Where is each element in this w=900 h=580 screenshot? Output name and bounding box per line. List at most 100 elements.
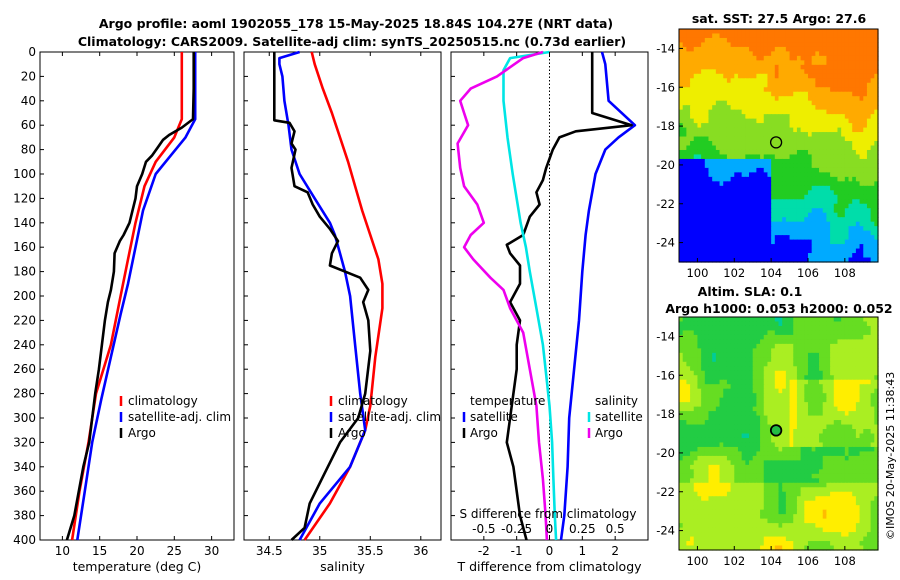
map-cell	[737, 149, 743, 156]
map-cell	[690, 163, 695, 169]
map-cell	[855, 203, 861, 209]
map-cell	[701, 141, 706, 147]
map-cell	[745, 181, 750, 187]
map-cell	[774, 33, 780, 39]
map-cell	[789, 190, 794, 196]
map-cell	[874, 442, 879, 448]
map-cell	[793, 361, 798, 367]
map-cell	[745, 317, 750, 323]
map-cell	[682, 167, 687, 173]
map-cell	[712, 199, 717, 205]
map-cell	[715, 33, 721, 39]
map-cell	[708, 424, 713, 430]
map-cell	[837, 46, 842, 52]
map-cell	[734, 226, 739, 232]
x-tick-label: 20	[129, 544, 144, 558]
map-cell	[789, 105, 794, 111]
map-cell	[778, 343, 783, 349]
map-cell	[715, 248, 721, 254]
map-cell	[763, 239, 769, 245]
map-cell	[704, 100, 710, 106]
map-cell	[752, 429, 757, 435]
map-cell	[855, 442, 861, 448]
map-cell	[815, 348, 820, 354]
map-cell	[778, 114, 783, 120]
map-cell	[760, 226, 765, 232]
map-cell	[789, 343, 794, 349]
map-cell	[800, 244, 805, 250]
map-cell	[682, 437, 687, 444]
map-cell	[726, 96, 732, 102]
y-tick-label: 140	[13, 216, 36, 230]
map-cell	[767, 69, 772, 75]
map-cell	[826, 199, 831, 205]
map-cell	[708, 91, 713, 97]
map-cell	[745, 330, 750, 336]
map-cell	[712, 366, 717, 372]
map-cell	[782, 352, 787, 358]
map-cell	[863, 411, 868, 417]
map-cell	[863, 370, 868, 376]
map-cell	[859, 442, 864, 448]
map-cell	[697, 132, 702, 138]
map-cell	[756, 248, 761, 254]
map-cell	[745, 433, 750, 439]
map-cell	[730, 402, 735, 408]
map-cell	[715, 158, 721, 165]
map-cell	[760, 100, 765, 106]
map-cell	[679, 248, 684, 254]
map-cell	[789, 379, 794, 385]
map-cell	[756, 69, 761, 75]
map-cell	[756, 429, 761, 435]
map-cell	[760, 203, 765, 209]
map-cell	[693, 60, 699, 66]
map-cell	[852, 464, 857, 470]
map-cell	[833, 127, 839, 133]
map-cell	[852, 118, 857, 124]
map-cell	[782, 127, 787, 133]
map-cell	[719, 69, 724, 75]
map-cell	[701, 208, 706, 214]
map-cell	[734, 145, 739, 151]
map-cell	[682, 60, 687, 66]
map-cell	[807, 163, 813, 169]
map-cell	[771, 154, 776, 160]
map-cell	[693, 199, 699, 205]
map-cell	[767, 87, 772, 93]
map-cell	[693, 132, 699, 138]
map-cell	[730, 334, 735, 340]
map-cell	[763, 194, 769, 200]
map-cell	[715, 343, 721, 349]
map-cell	[778, 55, 783, 61]
map-cell	[686, 87, 691, 93]
map-cell	[819, 366, 824, 372]
map-cell	[760, 379, 765, 385]
map-cell	[756, 55, 761, 61]
map-cell	[789, 149, 794, 156]
map-cell	[693, 317, 699, 323]
map-cell	[866, 455, 872, 461]
map-cell	[704, 235, 710, 241]
map-cell	[793, 393, 798, 399]
series-satellite-adj-clim	[76, 52, 197, 541]
map-cell	[760, 42, 765, 48]
map-cell	[822, 464, 828, 470]
map-cell	[723, 51, 728, 57]
map-cell	[763, 100, 769, 106]
map-cell	[800, 478, 805, 484]
map-cell	[822, 91, 828, 97]
map-cell	[741, 402, 746, 408]
map-cell	[771, 352, 776, 358]
map-cell	[771, 437, 776, 444]
map-cell	[852, 114, 857, 120]
map-cell	[749, 123, 754, 129]
map-cell	[844, 348, 850, 354]
map-cell	[715, 226, 721, 232]
map-cell	[686, 33, 691, 39]
map-cell	[774, 379, 780, 385]
map-cell	[830, 442, 835, 448]
map-cell	[785, 325, 791, 332]
map-cell	[760, 406, 765, 412]
map-cell	[767, 29, 772, 35]
map-cell	[679, 190, 684, 196]
